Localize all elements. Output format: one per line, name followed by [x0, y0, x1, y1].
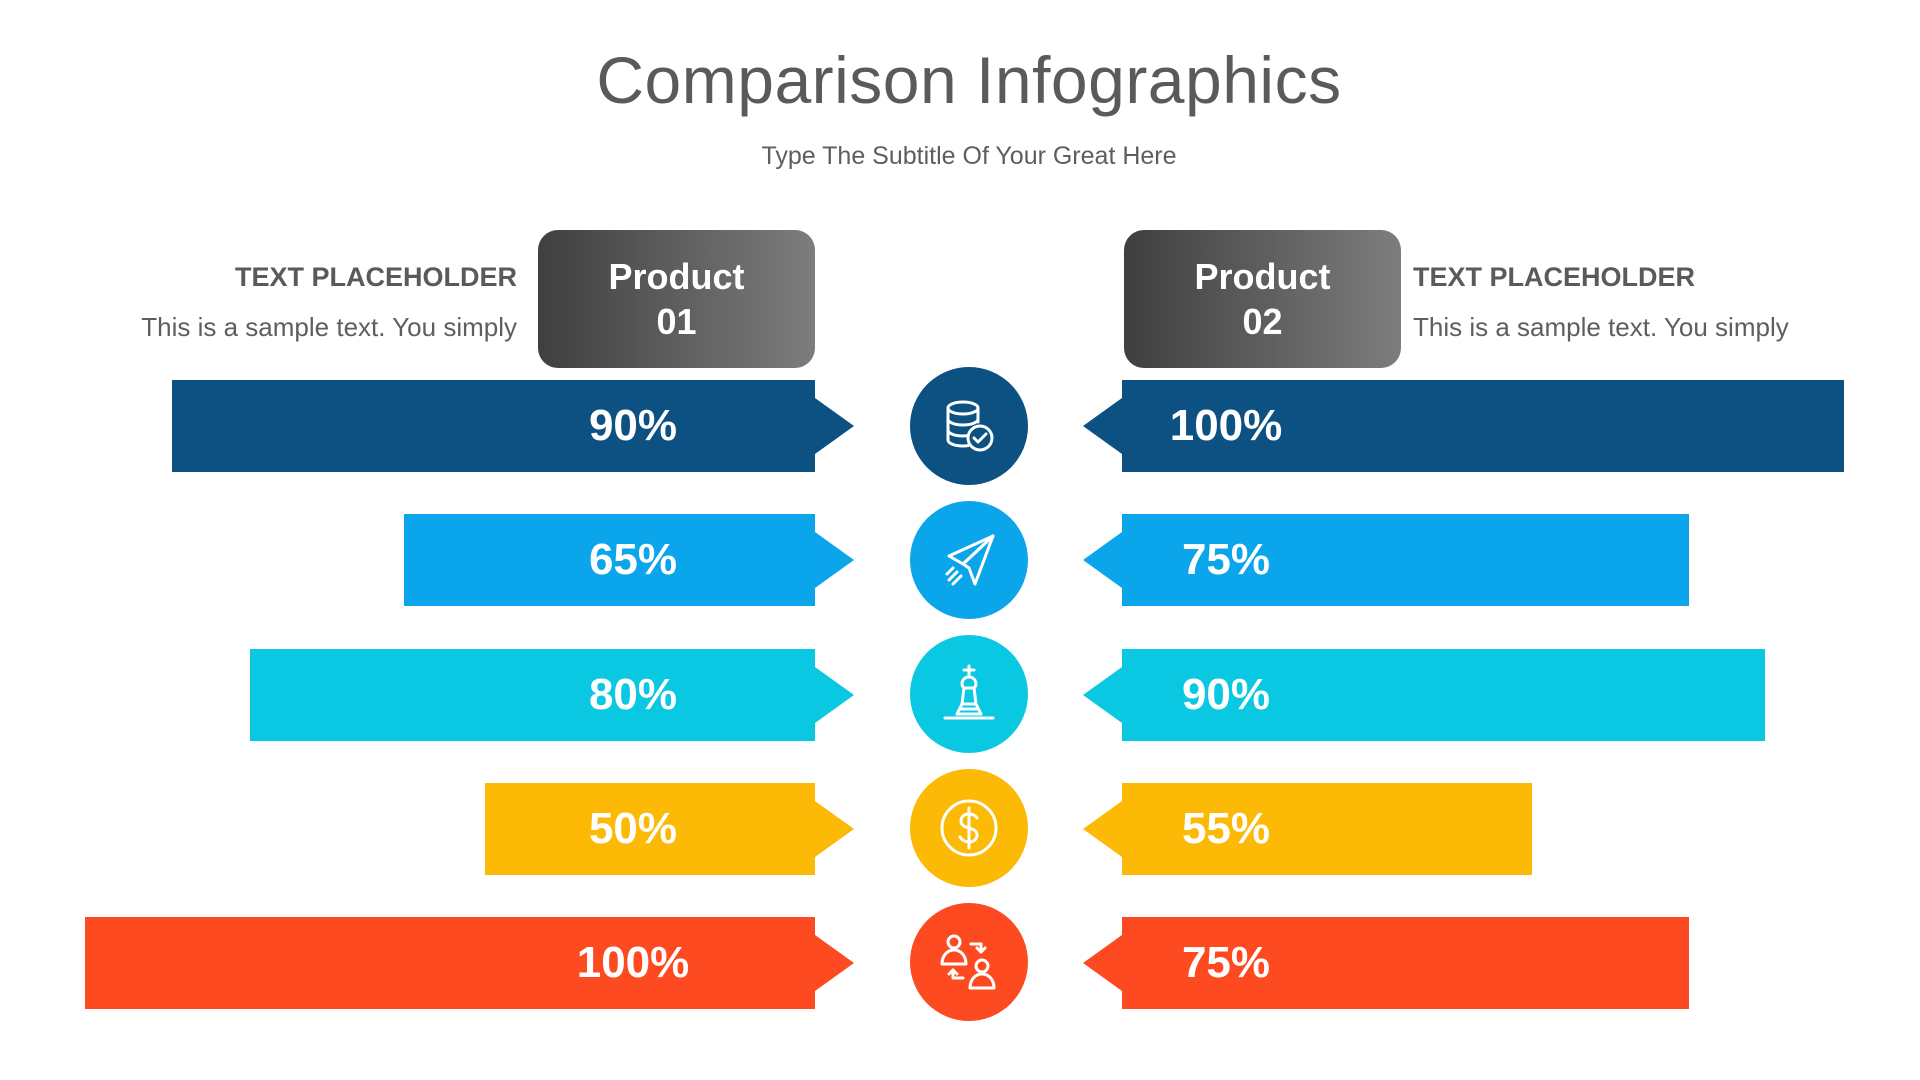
- product1-value-row1: 90%: [588, 401, 678, 450]
- user-exchange-icon: [910, 903, 1028, 1021]
- product1-label: Product: [608, 256, 745, 297]
- paper-plane-icon: [910, 501, 1028, 619]
- product1-bar-row1: 90%: [172, 380, 854, 472]
- database-check-icon: [910, 367, 1028, 485]
- page-title: Comparison Infographics: [596, 43, 1342, 117]
- page-subtitle: Type The Subtitle Of Your Great Here: [761, 142, 1177, 170]
- product2-value-row1: 100%: [1169, 401, 1283, 450]
- product2-value-row4: 55%: [1181, 804, 1271, 853]
- chess-king-icon: [910, 635, 1028, 753]
- product1-header-box: Product 01: [538, 230, 815, 368]
- product1-bar-row2: 65%: [404, 514, 854, 606]
- product2-number: 02: [1242, 301, 1283, 342]
- product2-bar-row3: 90%: [1083, 649, 1765, 741]
- product2-bar-row2: 75%: [1083, 514, 1689, 606]
- product2-value-row3: 90%: [1181, 670, 1271, 719]
- product2-value-row2: 75%: [1181, 535, 1271, 584]
- product2-label: Product: [1194, 256, 1331, 297]
- product2-bar-row4: 55%: [1083, 783, 1532, 875]
- product1-value-row5: 100%: [576, 938, 690, 987]
- product1-placeholder-title: TEXT PLACEHOLDER: [234, 262, 517, 292]
- dollar-coin-icon: [910, 769, 1028, 887]
- product1-value-row3: 80%: [588, 670, 678, 719]
- product2-header-box: Product 02: [1124, 230, 1401, 368]
- product1-bar-row4: 50%: [485, 783, 854, 875]
- product1-value-row4: 50%: [588, 804, 678, 853]
- product1-number: 01: [656, 301, 697, 342]
- product2-bar-row5: 75%: [1083, 917, 1689, 1009]
- product2-placeholder-title: TEXT PLACEHOLDER: [1413, 262, 1696, 292]
- product2-value-row5: 75%: [1181, 938, 1271, 987]
- product2-placeholder-text: This is a sample text. You simply: [1413, 312, 1789, 342]
- product1-bar-row3: 80%: [250, 649, 854, 741]
- product1-bar-row5: 100%: [85, 917, 854, 1009]
- product1-placeholder-text: This is a sample text. You simply: [141, 312, 517, 342]
- product1-value-row2: 65%: [588, 535, 678, 584]
- product2-bar-row1: 100%: [1083, 380, 1844, 472]
